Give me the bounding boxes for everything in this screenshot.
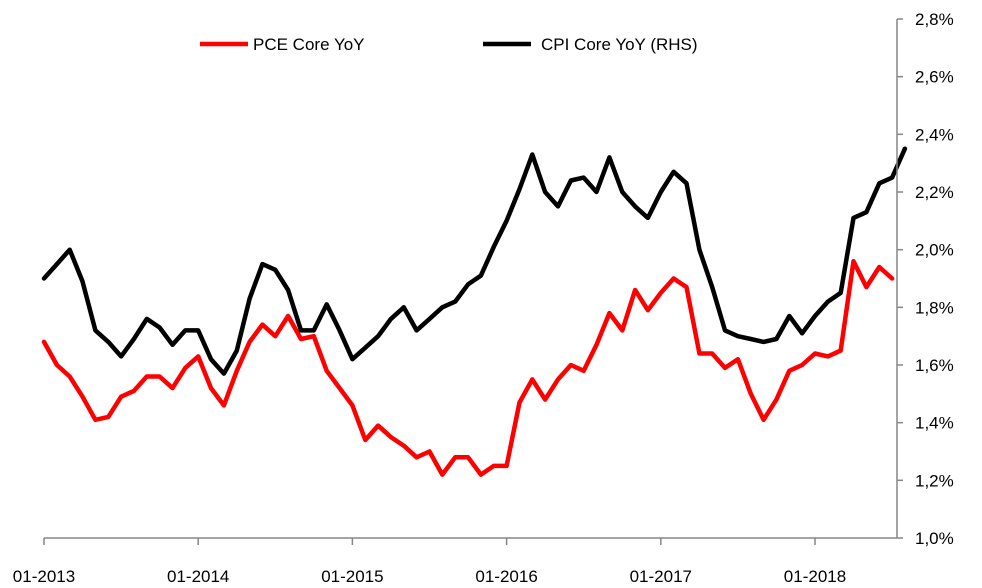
series-line-1 (41, 258, 895, 477)
y-tick-label: 1,4% (915, 414, 954, 433)
y-tick-label: 2,6% (915, 68, 954, 87)
series-points-1 (43, 261, 893, 475)
axes: 1,0% 1,2% 1,4% 1,6% 1,8% 2,0% 2,2% 2,4% 2,6% 2,8%… (13, 10, 954, 586)
x-tick-label: 01-2015 (321, 567, 383, 586)
x-tick-label: 01-2014 (167, 567, 229, 586)
y-tick-label: 2,8% (915, 10, 954, 29)
y-tick-label: 2,0% (915, 241, 954, 260)
x-tick-label: 01-2013 (13, 567, 75, 586)
legend: PCE Core YoY CPI Core YoY (RHS) (200, 35, 698, 54)
y-tick-label: 2,4% (915, 125, 954, 144)
y-tick-label: 1,0% (915, 529, 954, 548)
plot-area (41, 146, 908, 477)
x-tick-label: 01-2017 (630, 567, 692, 586)
y-tick-label: 1,6% (915, 356, 954, 375)
x-tick-label: 01-2018 (784, 567, 846, 586)
x-tick-label: 01-2016 (475, 567, 537, 586)
legend-label-2: CPI Core YoY (RHS) (541, 35, 698, 54)
y-tick-label: 1,8% (915, 298, 954, 317)
y-tick-label: 2,2% (915, 183, 954, 202)
legend-label-1: PCE Core YoY (253, 35, 365, 54)
series-line-2 (41, 146, 908, 376)
series-points-2 (43, 148, 905, 374)
y-tick-label: 1,2% (915, 471, 954, 490)
